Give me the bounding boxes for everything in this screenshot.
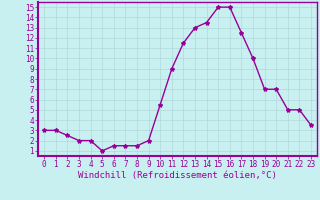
X-axis label: Windchill (Refroidissement éolien,°C): Windchill (Refroidissement éolien,°C) — [78, 171, 277, 180]
